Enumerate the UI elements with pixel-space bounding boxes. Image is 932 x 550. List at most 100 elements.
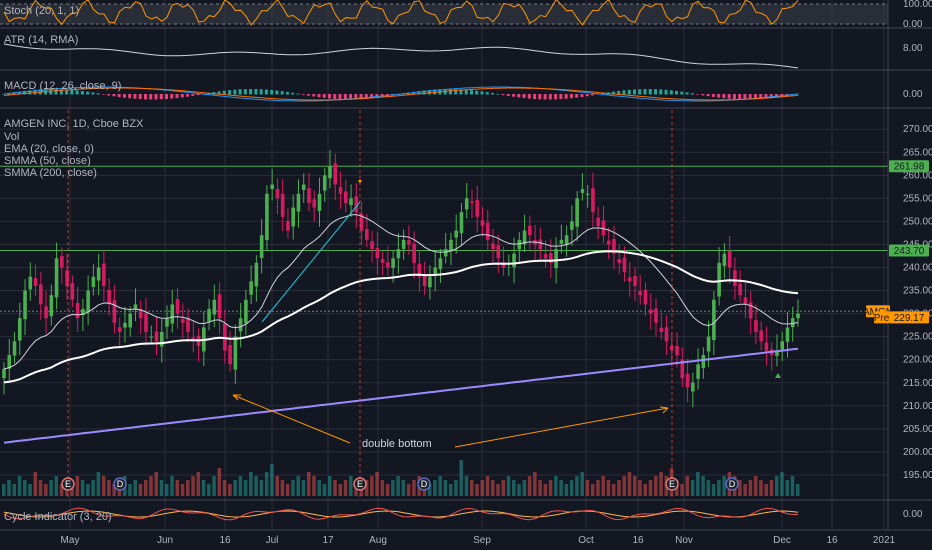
- volume-bar: [175, 480, 180, 496]
- candle-body: [554, 249, 558, 269]
- macd-hist-bar: [259, 89, 263, 95]
- earnings-marker: [61, 477, 75, 491]
- volume-bar: [217, 468, 222, 496]
- candle-body: [401, 239, 406, 249]
- overlay-legend-label: Vol: [4, 131, 19, 143]
- macd-hist-bar: [222, 90, 226, 95]
- time-tick-label: Dec: [773, 535, 791, 546]
- macd-hist-bar: [580, 94, 584, 97]
- price-tick-label: 255.00: [903, 193, 932, 204]
- volume-bar: [222, 480, 227, 496]
- candle-body: [659, 327, 664, 333]
- macd-hist-bar: [748, 94, 752, 100]
- volume-bar: [753, 476, 758, 496]
- time-tick-label: Nov: [675, 535, 693, 546]
- macd-hist-bar: [643, 89, 647, 95]
- macd-hist-bar: [359, 94, 363, 100]
- volume-bar: [485, 476, 490, 496]
- volume-bar: [112, 484, 116, 496]
- macd-hist-bar: [375, 94, 379, 98]
- macd-hist-bar: [690, 93, 694, 95]
- candle-body: [159, 332, 164, 347]
- macd-hist-bar: [543, 94, 547, 100]
- candle-body: [722, 253, 727, 266]
- volume-bar: [501, 480, 506, 496]
- candle-body: [212, 299, 217, 315]
- macd-hist-bar: [280, 91, 284, 95]
- volume-bar: [774, 476, 779, 496]
- macd-hist-bar: [622, 90, 626, 95]
- volume-bar: [7, 480, 11, 496]
- time-tick-label: May: [61, 535, 80, 546]
- macd-hist-bar: [527, 94, 531, 99]
- candle-body: [223, 323, 227, 351]
- candle-body: [307, 188, 311, 203]
- candle-body: [322, 175, 327, 191]
- pre-badge-bg: [874, 311, 889, 324]
- candle-body: [480, 220, 485, 227]
- volume-bar: [28, 484, 32, 496]
- candle-body: [738, 283, 742, 296]
- macd-hist-bar: [112, 94, 116, 97]
- volume-bar: [391, 480, 395, 496]
- candle-body: [622, 257, 627, 273]
- volume-bar: [133, 480, 137, 496]
- candle-body: [175, 298, 180, 314]
- volume-bar: [143, 480, 148, 496]
- candle-body: [759, 330, 763, 342]
- macd-hist-bar: [559, 94, 563, 100]
- arrow-head-left: [232, 394, 241, 401]
- dividend-marker: [417, 477, 431, 491]
- macd-hist-bar: [706, 94, 710, 97]
- candle-body: [433, 267, 437, 276]
- ema-20-line: [3, 214, 799, 370]
- volume-bar: [569, 480, 574, 496]
- volume-bar: [107, 480, 111, 496]
- macd-hist-bar: [23, 90, 27, 95]
- volume-bar: [617, 480, 621, 496]
- time-axis[interactable]: May Jun 16 Jul 17 Aug Sep Oct 16 Nov Dec 16 2021: [61, 535, 896, 546]
- candle-body: [517, 239, 522, 250]
- volume-bar: [491, 480, 495, 496]
- macd-hist-bar: [522, 94, 526, 99]
- macd-hist-bar: [275, 90, 279, 95]
- time-tick-label: Oct: [578, 535, 594, 546]
- volume-bar: [44, 484, 48, 496]
- volume-bar: [427, 484, 432, 496]
- volume-bar: [480, 480, 485, 496]
- macd-hist-bar: [548, 94, 552, 100]
- candle-body: [12, 341, 17, 356]
- candle-body: [701, 355, 706, 369]
- candle-body: [354, 196, 359, 213]
- price-tick-label: 250.00: [903, 216, 932, 227]
- macd-hist-bar: [180, 94, 184, 98]
- volume-bar: [338, 484, 343, 496]
- indicator-legend-label: ATR (14, RMA): [4, 34, 78, 46]
- candle-body: [696, 364, 700, 379]
- indicator-legend-label: Stoch (20, 1, 1): [4, 5, 79, 17]
- volume-bar: [575, 476, 579, 496]
- candle-body: [65, 270, 69, 286]
- candle-body: [706, 336, 711, 352]
- volume-bar: [717, 480, 721, 496]
- macd-hist-bar: [101, 94, 105, 95]
- macd-hist-bar: [417, 91, 421, 95]
- volume-bar: [448, 484, 453, 496]
- volume-bar: [580, 472, 584, 496]
- macd-hist-bar: [738, 94, 742, 100]
- macd-hist-bar: [696, 94, 700, 95]
- indicator-tick-label: 100.00: [903, 0, 932, 10]
- candle-body: [591, 188, 595, 213]
- candle-body: [528, 225, 532, 236]
- volume-bar: [654, 476, 658, 496]
- candle-body: [96, 267, 101, 281]
- volume-bar: [275, 476, 279, 496]
- volume-bar: [170, 476, 174, 496]
- double-bottom-label: double bottom: [362, 438, 432, 450]
- time-tick-label: 2021: [873, 535, 896, 546]
- candle-body: [733, 270, 737, 286]
- volume-bar: [306, 472, 311, 496]
- atr-line: [3, 43, 799, 69]
- candle-body: [44, 306, 48, 319]
- macd-hist-bar: [764, 94, 768, 99]
